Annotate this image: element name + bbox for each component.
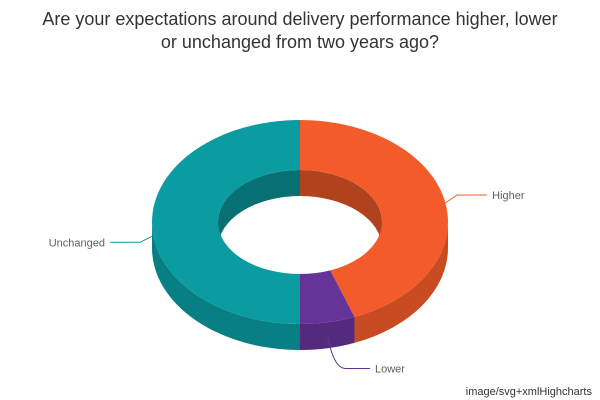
donut-top-layer (152, 120, 448, 324)
connector-lower (327, 336, 370, 369)
donut-inner-wall-layer (218, 170, 382, 248)
inner-wall-unchanged (218, 170, 300, 248)
donut-label-layer: Higher Lower Unchanged (49, 190, 525, 375)
connector-unchanged (110, 235, 153, 243)
side-wall-higher (354, 222, 448, 343)
data-label-lower: Lower (375, 363, 405, 375)
chart-title-line-2: or unchanged from two years ago? (160, 32, 440, 52)
side-wall-lower (300, 316, 355, 350)
connector-higher (445, 194, 488, 204)
slice-higher[interactable] (300, 120, 448, 317)
chart-title-line-1: Are your expectations around delivery pe… (42, 9, 558, 29)
credits-text[interactable]: image/svg+xmlHighcharts (465, 386, 592, 398)
donut-depth-layer (152, 222, 448, 350)
slice-lower[interactable] (300, 270, 355, 324)
chart-title: Are your expectations around delivery pe… (0, 8, 600, 54)
data-label-higher: Higher (492, 190, 525, 202)
side-wall-unchanged (152, 222, 300, 350)
inner-wall-higher (300, 170, 382, 248)
data-label-unchanged: Unchanged (49, 237, 105, 249)
slice-unchanged[interactable] (152, 120, 300, 324)
